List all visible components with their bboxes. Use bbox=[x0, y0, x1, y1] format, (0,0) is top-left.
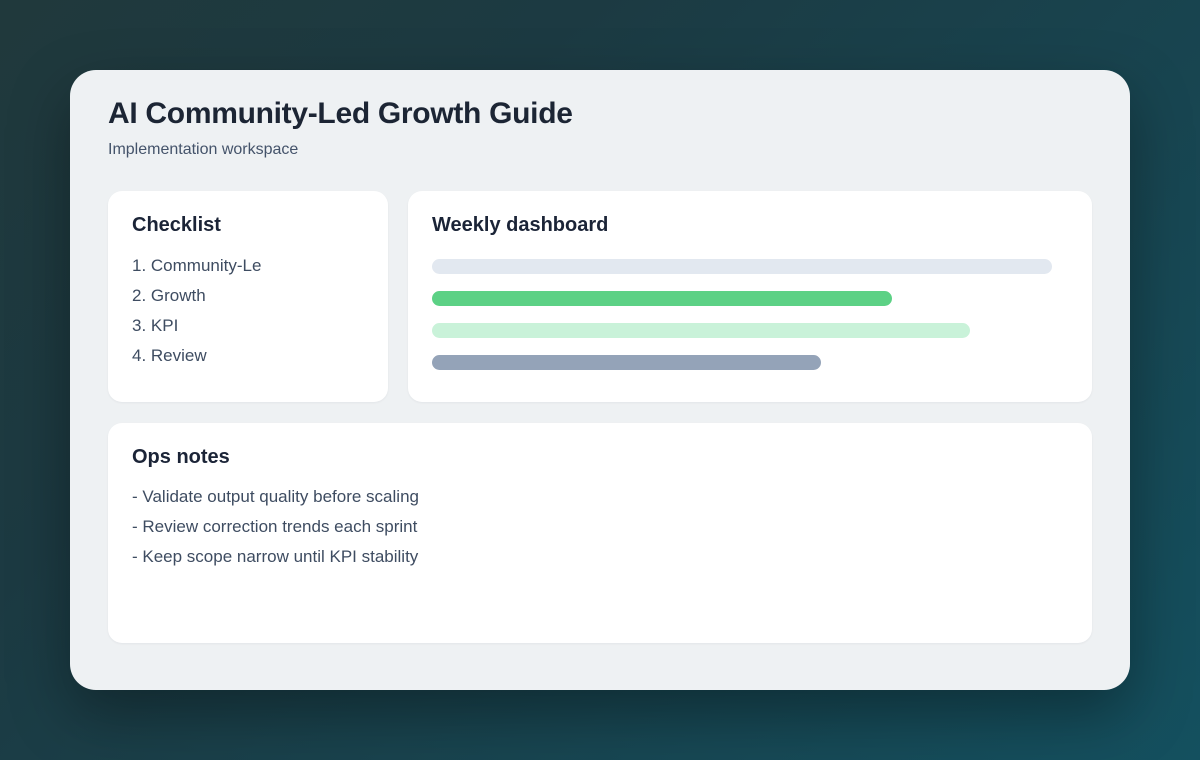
checklist-items: 1. Community-Le 2. Growth 3. KPI 4. Revi… bbox=[132, 251, 364, 371]
checklist-heading: Checklist bbox=[132, 214, 221, 236]
checklist-item: 3. KPI bbox=[132, 316, 179, 335]
ops-note-line: - Validate output quality before scaling bbox=[132, 487, 419, 506]
page-title: AI Community-Led Growth Guide bbox=[108, 97, 573, 130]
checklist-item: 2. Growth bbox=[132, 286, 206, 305]
dashboard-heading: Weekly dashboard bbox=[432, 214, 609, 236]
top-cards-row: Checklist 1. Community-Le 2. Growth 3. K… bbox=[108, 191, 1092, 402]
progress-bar bbox=[432, 355, 822, 370]
checklist-item: 4. Review bbox=[132, 346, 207, 365]
page-subtitle: Implementation workspace bbox=[108, 141, 299, 158]
ops-note-line: - Review correction trends each sprint bbox=[132, 517, 418, 536]
progress-bar bbox=[432, 259, 1053, 274]
ops-notes-list: - Validate output quality before scaling… bbox=[132, 482, 1068, 572]
dashboard-bars bbox=[432, 259, 1068, 370]
ops-note-line: - Keep scope narrow until KPI stability bbox=[132, 547, 419, 566]
progress-bar bbox=[432, 291, 892, 306]
ops-notes-heading: Ops notes bbox=[132, 446, 230, 468]
ops-notes-card: Ops notes - Validate output quality befo… bbox=[108, 423, 1092, 643]
weekly-dashboard-card: Weekly dashboard bbox=[408, 191, 1092, 402]
workspace-panel: AI Community-Led Growth Guide Implementa… bbox=[70, 70, 1130, 690]
checklist-card: Checklist 1. Community-Le 2. Growth 3. K… bbox=[108, 191, 388, 402]
checklist-item: 1. Community-Le bbox=[132, 256, 262, 275]
progress-bar bbox=[432, 323, 971, 338]
